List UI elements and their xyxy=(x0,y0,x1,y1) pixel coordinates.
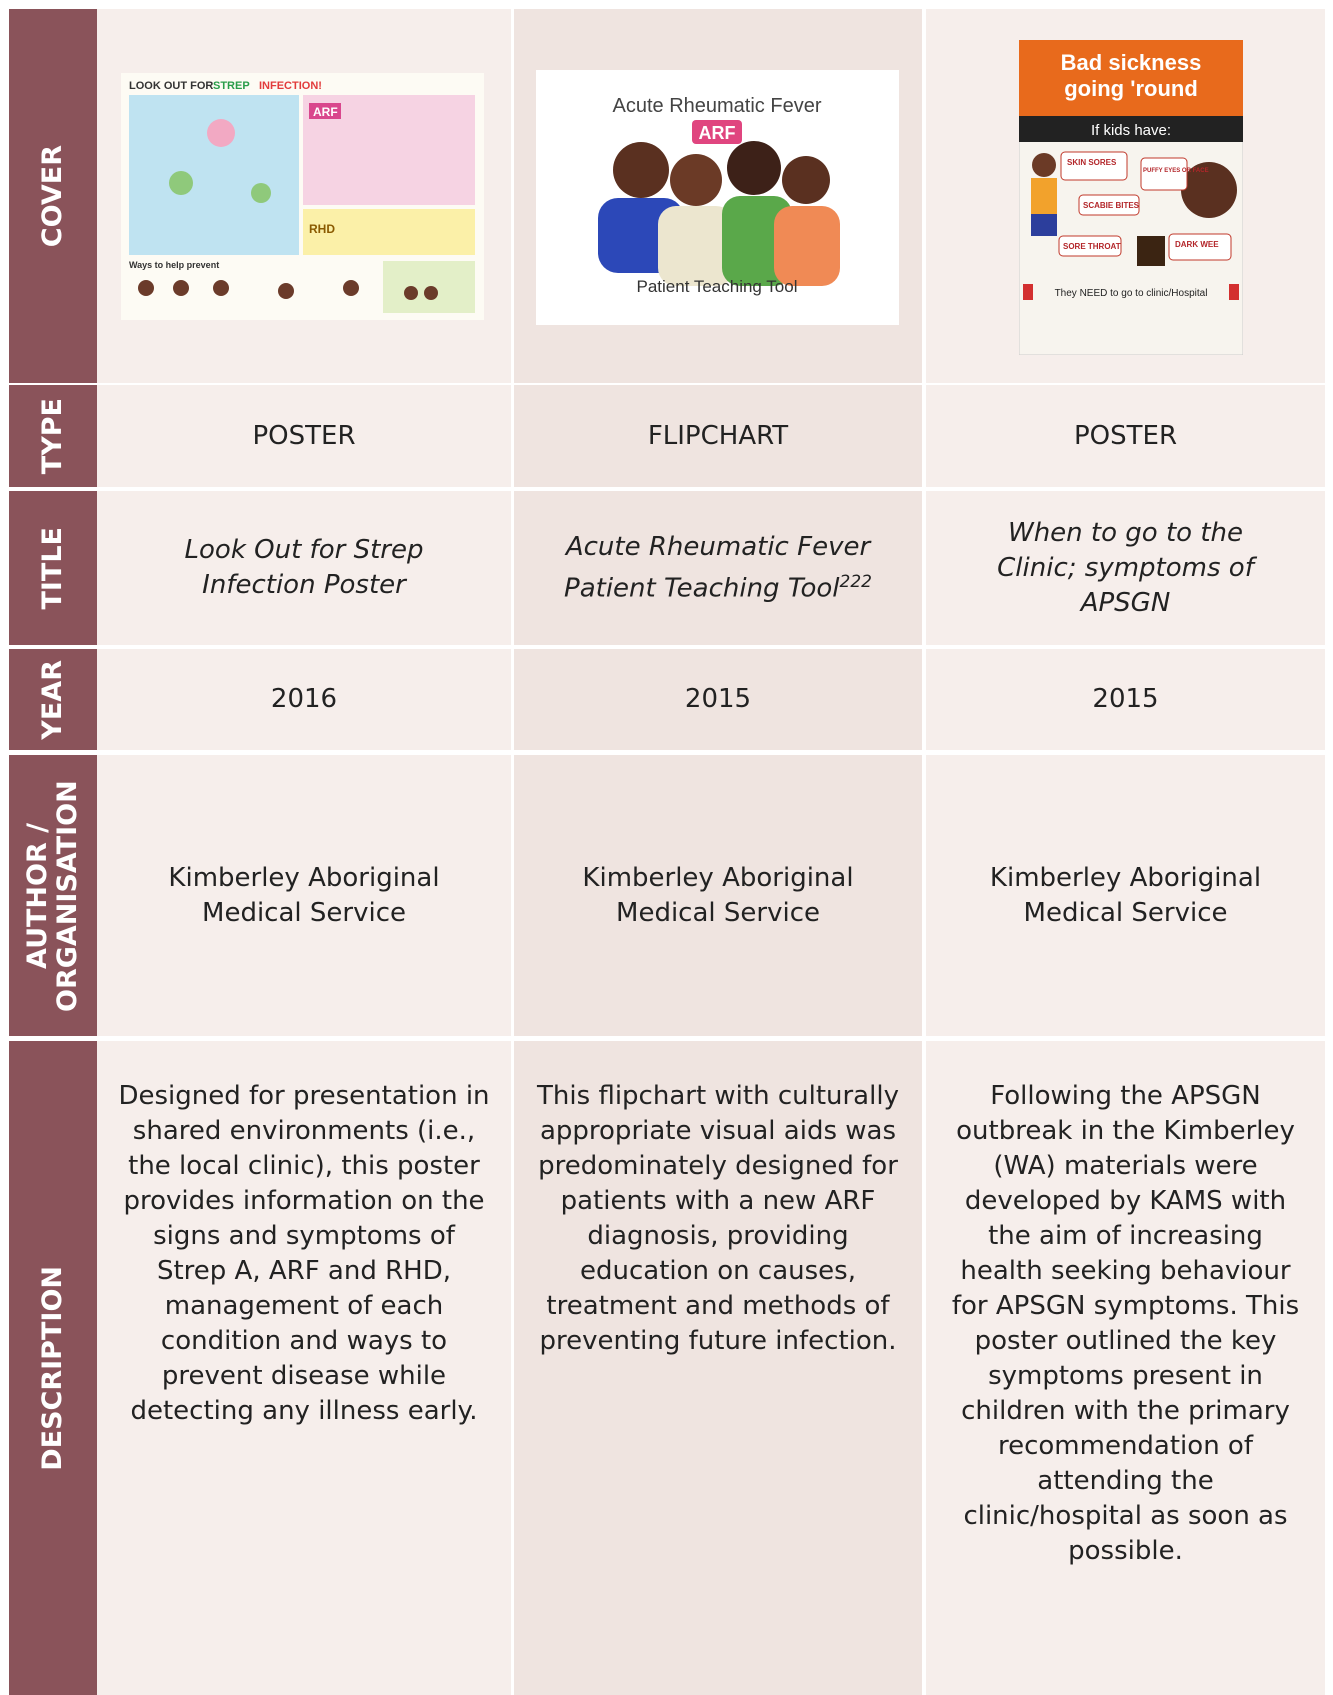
cell-text: Look Out for Strep Infection Poster xyxy=(97,533,511,603)
table-cell: FLIPCHART xyxy=(514,385,922,487)
cover-text: Bad sickness xyxy=(1061,50,1202,75)
row-header: AUTHOR / ORGANISATION xyxy=(9,755,97,1036)
table-cell: Kimberley Aboriginal Medical Service xyxy=(97,755,511,1036)
cover-image: Acute Rheumatic Fever ARF Patient Teachi… xyxy=(536,70,899,325)
row-header-label: TITLE xyxy=(37,526,68,610)
table-cell: 2016 xyxy=(97,649,511,750)
cover-text: If kids have: xyxy=(1091,122,1171,139)
cover-text: DARK WEE xyxy=(1175,240,1219,249)
cover-text: SKIN SORES xyxy=(1067,158,1117,167)
year: 2015 xyxy=(1092,684,1159,714)
row-header-label: DESCRIPTION xyxy=(37,1265,68,1471)
footnote-ref: 222 xyxy=(839,571,872,592)
cell-text: 2015 xyxy=(645,682,791,717)
cover-image: LOOK OUT FOR STREP INFECTION! ARF RHD Wa… xyxy=(121,73,484,320)
cell-text: 2016 xyxy=(231,682,377,717)
cell-text: This flipchart with culturally appropria… xyxy=(534,1079,902,1359)
cell-text: Acute Rheumatic Fever Patient Teaching T… xyxy=(514,530,922,607)
cover-text: Patient Teaching Tool xyxy=(637,277,798,296)
cell-text: Following the APSGN outbreak in the Kimb… xyxy=(946,1079,1305,1569)
table-cell: 2015 xyxy=(514,649,922,750)
type: POSTER xyxy=(252,420,356,451)
cover-text: INFECTION! xyxy=(259,80,322,92)
description: Designed for presentation in shared envi… xyxy=(118,1081,490,1426)
cover-text: ARF xyxy=(699,123,736,143)
row-header: DESCRIPTION xyxy=(9,1041,97,1695)
row-header: TITLE xyxy=(9,491,97,645)
table-cell: Designed for presentation in shared envi… xyxy=(97,1041,511,1695)
table-cell: This flipchart with culturally appropria… xyxy=(514,1041,922,1695)
type: POSTER xyxy=(1073,420,1178,451)
cell-text: Kimberley Aboriginal Medical Service xyxy=(97,861,511,931)
author: Kimberley Aboriginal Medical Service xyxy=(989,862,1262,928)
cover-text: RHD xyxy=(309,222,335,236)
row-header: TYPE xyxy=(9,385,97,487)
cover-text: PUFFY EYES OR FACE xyxy=(1143,168,1209,174)
type: FLIPCHART xyxy=(647,420,789,451)
cover-text: Ways to help prevent xyxy=(129,260,219,270)
cell-text: POSTER xyxy=(1034,419,1217,454)
cell-text: POSTER xyxy=(212,419,395,454)
cover-text: STREP xyxy=(213,80,250,92)
cover-image: Bad sickness going 'round If kids have: … xyxy=(1019,40,1243,355)
cover-text: Acute Rheumatic Fever xyxy=(613,95,822,117)
cell-text: Designed for presentation in shared envi… xyxy=(117,1079,491,1429)
description: Following the APSGN outbreak in the Kimb… xyxy=(951,1081,1300,1566)
row-header-label: COVER xyxy=(37,144,68,248)
cover-text: LOOK OUT FOR xyxy=(129,80,213,92)
year: 2015 xyxy=(684,684,752,714)
table-cell: Kimberley Aboriginal Medical Service xyxy=(926,755,1325,1036)
cover-text: They NEED to go to clinic/Hospital xyxy=(1055,288,1208,299)
row-header: YEAR xyxy=(9,649,97,750)
cover-text: going 'round xyxy=(1064,76,1198,101)
title: Acute Rheumatic Fever Patient Teaching T… xyxy=(564,531,871,604)
author: Kimberley Aboriginal Medical Service xyxy=(168,862,440,928)
description: This flipchart with culturally appropria… xyxy=(537,1081,899,1356)
year: 2016 xyxy=(270,684,338,714)
cover-text: SORE THROAT xyxy=(1063,242,1121,251)
table-cell: Following the APSGN outbreak in the Kimb… xyxy=(926,1041,1325,1695)
cell-text: FLIPCHART xyxy=(608,419,828,454)
table-cell: Acute Rheumatic Fever Patient Teaching T… xyxy=(514,491,922,645)
cell-text: Kimberley Aboriginal Medical Service xyxy=(926,861,1325,931)
cell-text: When to go to the Clinic; symptoms of AP… xyxy=(926,516,1325,621)
table-cell: POSTER xyxy=(97,385,511,487)
row-header-label: TYPE xyxy=(37,397,68,475)
row-header-label: YEAR xyxy=(37,659,68,740)
table-cell: POSTER xyxy=(926,385,1325,487)
table-cell: 2015 xyxy=(926,649,1325,750)
cover-text: SCABIE BITES xyxy=(1083,201,1140,210)
title: Look Out for Strep Infection Poster xyxy=(184,535,424,600)
row-header-label: AUTHOR / ORGANISATION xyxy=(22,779,83,1012)
cell-text: Kimberley Aboriginal Medical Service xyxy=(514,861,922,931)
row-header: COVER xyxy=(9,9,97,383)
author: Kimberley Aboriginal Medical Service xyxy=(582,862,854,928)
table-cell: Kimberley Aboriginal Medical Service xyxy=(514,755,922,1036)
cell-text: 2015 xyxy=(1052,682,1198,717)
table-cell: When to go to the Clinic; symptoms of AP… xyxy=(926,491,1325,645)
table-cell: Look Out for Strep Infection Poster xyxy=(97,491,511,645)
title: When to go to the Clinic; symptoms of AP… xyxy=(997,517,1254,618)
cover-text: ARF xyxy=(313,105,338,119)
